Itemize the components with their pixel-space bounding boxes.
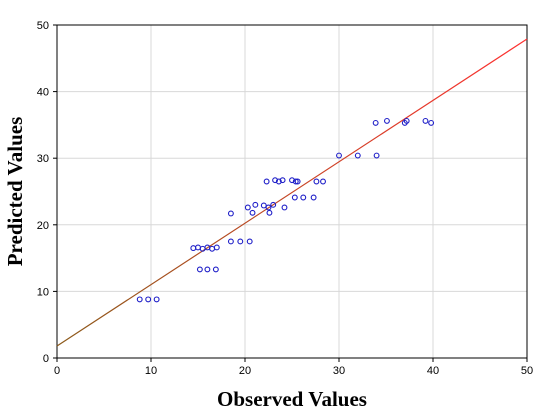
y-tick-label-1: 10 xyxy=(37,286,49,298)
data-point-11 xyxy=(212,266,219,273)
y-axis-ticks: 0 10 20 30 40 50 xyxy=(37,20,57,365)
x-tick-label-2: 20 xyxy=(239,365,251,377)
data-point-0 xyxy=(136,296,143,303)
data-point-31 xyxy=(294,178,301,185)
data-point-20 xyxy=(263,178,270,185)
y-axis-title: Predicted Values xyxy=(3,117,27,267)
fit-line-layer xyxy=(56,38,528,347)
data-point-1 xyxy=(145,296,152,303)
y-tick-label-2: 20 xyxy=(37,220,49,232)
data-point-26 xyxy=(279,177,286,184)
y-tick-label-0: 0 xyxy=(43,353,49,365)
data-point-33 xyxy=(310,194,317,201)
data-point-35 xyxy=(320,178,326,185)
data-point-37 xyxy=(354,152,361,159)
data-point-13 xyxy=(227,238,234,245)
fit-line xyxy=(56,38,528,347)
x-tick-label-3: 30 xyxy=(333,365,345,377)
y-tick-label-3: 30 xyxy=(37,153,49,165)
data-point-3 xyxy=(190,245,197,252)
data-point-18 xyxy=(252,201,259,208)
data-point-44 xyxy=(428,119,435,126)
data-point-24 xyxy=(272,177,279,184)
data-points xyxy=(136,117,435,303)
data-point-22 xyxy=(266,209,273,216)
data-point-15 xyxy=(246,238,253,245)
data-point-9 xyxy=(196,266,203,273)
x-axis-title: Observed Values xyxy=(217,387,367,411)
data-point-34 xyxy=(313,178,320,185)
data-point-10 xyxy=(204,266,211,273)
data-point-38 xyxy=(373,152,380,159)
data-point-2 xyxy=(153,296,160,303)
data-point-42 xyxy=(403,117,410,124)
data-point-32 xyxy=(300,194,307,201)
x-tick-label-4: 40 xyxy=(427,365,439,377)
data-point-19 xyxy=(260,202,267,209)
y-tick-label-5: 50 xyxy=(37,20,49,32)
data-point-29 xyxy=(291,194,298,201)
data-point-14 xyxy=(237,238,244,245)
data-point-4 xyxy=(195,244,201,251)
data-point-23 xyxy=(270,201,277,208)
x-tick-label-1: 10 xyxy=(145,365,157,377)
data-point-40 xyxy=(383,117,390,124)
data-point-12 xyxy=(227,210,234,217)
data-point-30 xyxy=(292,178,299,185)
x-axis-ticks: 0 10 20 30 40 50 xyxy=(54,358,533,377)
data-point-39 xyxy=(372,119,379,126)
data-point-7 xyxy=(209,245,216,252)
data-point-21 xyxy=(265,204,272,211)
plot-area-frame xyxy=(56,24,528,359)
data-point-8 xyxy=(213,244,220,251)
data-point-25 xyxy=(275,178,282,185)
gridlines xyxy=(57,25,527,358)
x-tick-label-5: 50 xyxy=(521,365,533,377)
y-tick-label-4: 40 xyxy=(37,87,49,99)
data-point-28 xyxy=(289,177,295,184)
data-point-43 xyxy=(422,117,429,124)
data-point-17 xyxy=(249,209,256,216)
data-point-36 xyxy=(336,152,342,159)
x-tick-label-0: 0 xyxy=(54,365,60,377)
data-point-16 xyxy=(244,204,251,211)
data-point-27 xyxy=(281,204,288,211)
